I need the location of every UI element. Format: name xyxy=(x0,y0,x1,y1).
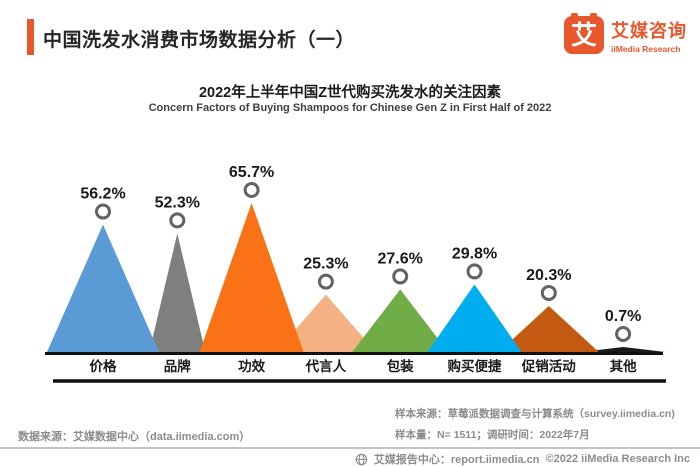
iimedia-logo: 艾 艾媒咨询 iiMedia Research xyxy=(564,13,687,54)
value-label: 25.3% xyxy=(303,256,348,273)
triangle-bar-6 xyxy=(498,305,599,352)
category-label: 价格 xyxy=(90,358,117,374)
triangle-bar-2 xyxy=(199,203,304,352)
value-label: 56.2% xyxy=(80,186,125,203)
value-label: 20.3% xyxy=(526,267,571,284)
data-source-note: 数据来源：艾媒数据中心（data.iimedia.com） xyxy=(18,431,251,443)
sample-source-note: 样本来源：草莓派数据调查与计算系统（survey.iimedia.cn) xyxy=(395,408,675,420)
category-label: 其他 xyxy=(610,358,638,374)
category-label: 购买便捷 xyxy=(448,358,502,374)
category-label: 代言人 xyxy=(305,358,347,374)
logo-text: 艾媒咨询 iiMedia Research xyxy=(611,17,687,54)
value-label: 65.7% xyxy=(229,164,274,181)
peak-ring-icon xyxy=(169,212,186,229)
value-label: 52.3% xyxy=(155,194,200,211)
peak-ring-icon xyxy=(615,326,632,342)
value-label: 0.7% xyxy=(605,308,641,325)
category-label: 品牌 xyxy=(164,358,191,374)
peak-ring-icon xyxy=(540,284,557,301)
peak-ring-icon xyxy=(95,203,111,220)
category-label: 促销活动 xyxy=(521,358,576,374)
chart-subtitle: Concern Factors of Buying Shampoos for C… xyxy=(148,102,552,114)
triangle-bar-4 xyxy=(352,289,449,352)
category-label: 包装 xyxy=(387,358,414,374)
title-accent-bar xyxy=(27,19,34,55)
triangle-bar-5 xyxy=(427,284,522,352)
triangle-bar-3 xyxy=(275,294,376,352)
triangle-bar-chart: 56.2% 价格 52.3% 品牌 65.7% 功效 25.3% 代言人 27.6% 包装 29.8… xyxy=(45,164,666,383)
report-center-link: 艾媒报告中心：report.iimedia.cn xyxy=(373,454,540,466)
iimedia-logo-icon: 艾 xyxy=(564,13,604,54)
peak-ring-icon xyxy=(392,268,409,285)
peak-ring-icon xyxy=(243,182,260,198)
logo-name-en: iiMedia Research xyxy=(611,43,681,54)
category-label: 功效 xyxy=(238,358,265,374)
triangle-bar-7 xyxy=(581,347,666,352)
footer-divider xyxy=(0,447,700,449)
page-title: 中国洗发水消费市场数据分析（一） xyxy=(43,30,356,51)
sample-size-note: 样本量：N= 1511；调研时间：2022年7月 xyxy=(395,429,590,441)
logo-icon-glyph: 艾 xyxy=(570,20,597,50)
globe-icon xyxy=(355,453,368,466)
logo-name-cn: 艾媒咨询 xyxy=(611,20,687,41)
peak-ring-icon xyxy=(317,273,334,290)
value-label: 27.6% xyxy=(378,250,423,267)
triangle-bar-1 xyxy=(149,233,206,352)
report-center-bar: 艾媒报告中心：report.iimedia.cn ©2022 iiMedia R… xyxy=(355,451,690,467)
value-label: 29.8% xyxy=(452,245,497,262)
copyright-text: ©2022 iiMedia Research Inc xyxy=(545,453,690,465)
sample-notes: 样本来源：草莓派数据调查与计算系统（survey.iimedia.cn) 样本量… xyxy=(395,404,675,446)
triangle-bar-0 xyxy=(47,224,159,352)
chart-title: 2022年上半年中国Z世代购买洗发水的关注因素 xyxy=(198,85,502,101)
peak-ring-icon xyxy=(466,263,483,280)
